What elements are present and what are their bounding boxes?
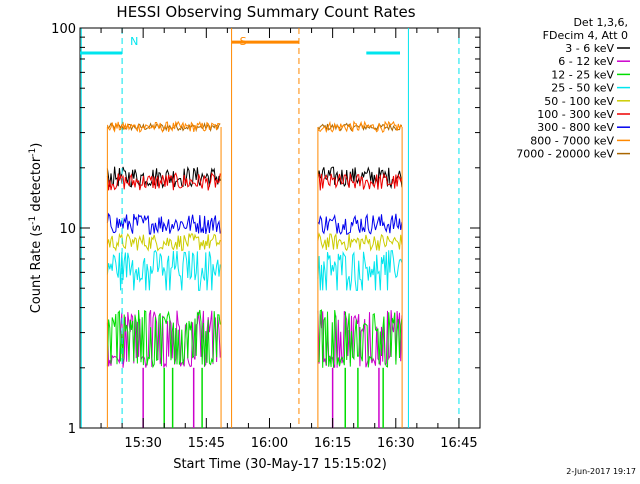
marker-label: N [130, 35, 138, 48]
legend-header-line-1: Det 1,3,6, [573, 16, 628, 29]
series-path [106, 212, 221, 235]
count-drops [142, 367, 384, 428]
x-tick-label: 15:30 [124, 436, 161, 451]
plot-area [79, 27, 481, 429]
axis-layer: 1 10 100 15:30 15:45 16:00 16:15 16:30 16:45 [51, 22, 480, 451]
x-tick-label: 16:15 [314, 436, 351, 451]
legend-label: 300 - 800 keV [537, 121, 614, 134]
series-path [317, 120, 403, 133]
x-tick-label: 16:45 [440, 436, 477, 451]
y-tick-label: 1 [68, 422, 76, 437]
series-path [106, 120, 221, 133]
legend-label: 7000 - 20000 keV [516, 148, 614, 161]
chart-title: HESSI Observing Summary Count Rates [116, 3, 415, 21]
marker-label: S [240, 35, 247, 48]
legend-label: 800 - 7000 keV [530, 134, 614, 147]
y-axis-label: Count Rate (s-1 detector-1) [28, 143, 44, 314]
series-path [106, 172, 221, 191]
series-trace [106, 120, 403, 133]
x-tick-label: 15:45 [188, 436, 225, 451]
x-tick-label: 16:30 [377, 436, 414, 451]
series-path [317, 250, 403, 291]
series-trace [106, 212, 403, 235]
y-tick-label: 100 [51, 22, 76, 37]
legend-label: 6 - 12 keV [558, 55, 614, 68]
plot-frame [79, 27, 481, 429]
series-path [106, 165, 221, 189]
legend-label: 25 - 50 keV [551, 82, 614, 95]
footer-timestamp: 2-Jun-2017 19:17 [566, 467, 636, 476]
series-path [317, 172, 403, 191]
x-tick-label: 16:00 [251, 436, 288, 451]
series-trace [106, 232, 403, 252]
y-tick-label: 10 [59, 222, 76, 237]
series-path [106, 309, 221, 369]
series-path [317, 213, 403, 235]
x-axis-label: Start Time (30-May-17 15:15:02) [173, 457, 387, 472]
legend-label: 12 - 25 keV [551, 68, 614, 81]
series-path [317, 309, 403, 368]
series-layer [106, 120, 403, 428]
legend-label: 50 - 100 keV [544, 95, 614, 108]
series-trace [106, 309, 403, 369]
series-trace [106, 172, 403, 191]
series-path [106, 249, 221, 291]
legend-header-line-2: FDecim 4, Att 0 [543, 29, 628, 42]
series-path [317, 232, 403, 252]
legend-label: 100 - 300 keV [537, 108, 614, 121]
series-path [106, 232, 221, 252]
legend-label: 3 - 6 keV [565, 42, 614, 55]
series-trace [106, 249, 403, 291]
